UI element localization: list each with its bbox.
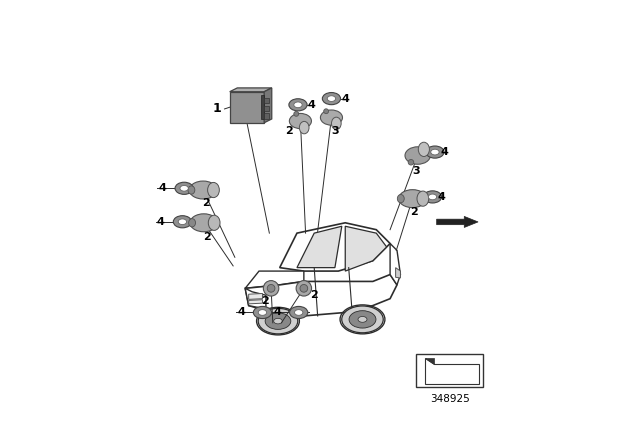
Ellipse shape [327, 96, 335, 101]
Text: 4: 4 [341, 94, 349, 103]
Polygon shape [416, 354, 483, 387]
Text: 4: 4 [441, 147, 449, 157]
Ellipse shape [294, 310, 303, 315]
Ellipse shape [424, 191, 442, 203]
Polygon shape [249, 300, 262, 304]
Ellipse shape [321, 110, 342, 125]
Ellipse shape [405, 147, 430, 164]
Ellipse shape [208, 215, 220, 230]
Text: 2: 2 [203, 232, 211, 241]
Ellipse shape [399, 190, 426, 207]
Ellipse shape [180, 185, 188, 191]
Text: 4: 4 [237, 307, 245, 318]
Ellipse shape [323, 93, 340, 105]
Polygon shape [264, 106, 269, 111]
Text: 4: 4 [159, 183, 166, 193]
Text: 4: 4 [273, 307, 281, 318]
Ellipse shape [342, 306, 383, 333]
Ellipse shape [190, 214, 218, 232]
Ellipse shape [294, 102, 302, 108]
Ellipse shape [289, 306, 308, 319]
Polygon shape [424, 358, 479, 384]
Ellipse shape [207, 182, 220, 198]
Polygon shape [245, 275, 397, 316]
Ellipse shape [268, 284, 275, 292]
Ellipse shape [189, 219, 196, 227]
Ellipse shape [294, 112, 299, 116]
Ellipse shape [179, 219, 187, 224]
Ellipse shape [289, 113, 312, 129]
Polygon shape [424, 358, 434, 364]
Text: 2: 2 [202, 198, 209, 208]
Text: 4: 4 [307, 100, 316, 110]
Ellipse shape [426, 146, 444, 158]
Ellipse shape [300, 284, 308, 292]
Polygon shape [297, 226, 342, 267]
Ellipse shape [263, 280, 279, 296]
Polygon shape [261, 95, 264, 119]
Ellipse shape [274, 319, 282, 324]
Polygon shape [390, 244, 401, 285]
Text: 348925: 348925 [429, 393, 470, 404]
Polygon shape [249, 293, 262, 299]
Ellipse shape [358, 316, 367, 322]
Polygon shape [396, 267, 401, 278]
Ellipse shape [300, 121, 309, 134]
Ellipse shape [258, 308, 298, 334]
Ellipse shape [259, 310, 267, 315]
Text: 3: 3 [332, 126, 339, 136]
Text: 2: 2 [410, 207, 417, 217]
Polygon shape [280, 223, 390, 271]
Ellipse shape [349, 310, 376, 328]
Text: 2: 2 [261, 296, 269, 306]
Ellipse shape [173, 215, 191, 228]
Text: 4: 4 [157, 217, 164, 227]
Text: 1: 1 [212, 103, 221, 116]
Ellipse shape [188, 186, 195, 194]
Polygon shape [436, 216, 478, 228]
Polygon shape [264, 113, 269, 119]
Text: 2: 2 [285, 126, 293, 136]
Ellipse shape [175, 182, 193, 194]
Ellipse shape [397, 194, 404, 203]
Text: 4: 4 [438, 192, 446, 202]
Ellipse shape [296, 280, 312, 296]
Polygon shape [230, 92, 264, 123]
Ellipse shape [289, 99, 307, 111]
Polygon shape [345, 226, 387, 271]
Ellipse shape [253, 306, 271, 319]
Ellipse shape [417, 191, 429, 206]
Ellipse shape [428, 194, 436, 200]
Polygon shape [264, 98, 269, 103]
Polygon shape [230, 88, 272, 92]
Ellipse shape [419, 142, 429, 156]
Polygon shape [245, 289, 266, 309]
Ellipse shape [408, 159, 413, 165]
Polygon shape [245, 271, 304, 289]
Ellipse shape [431, 149, 439, 155]
Ellipse shape [332, 117, 341, 129]
Ellipse shape [265, 313, 291, 329]
Text: 3: 3 [412, 166, 420, 176]
Ellipse shape [324, 109, 328, 114]
Text: 2: 2 [310, 290, 318, 300]
Ellipse shape [189, 181, 217, 199]
Polygon shape [264, 88, 272, 123]
